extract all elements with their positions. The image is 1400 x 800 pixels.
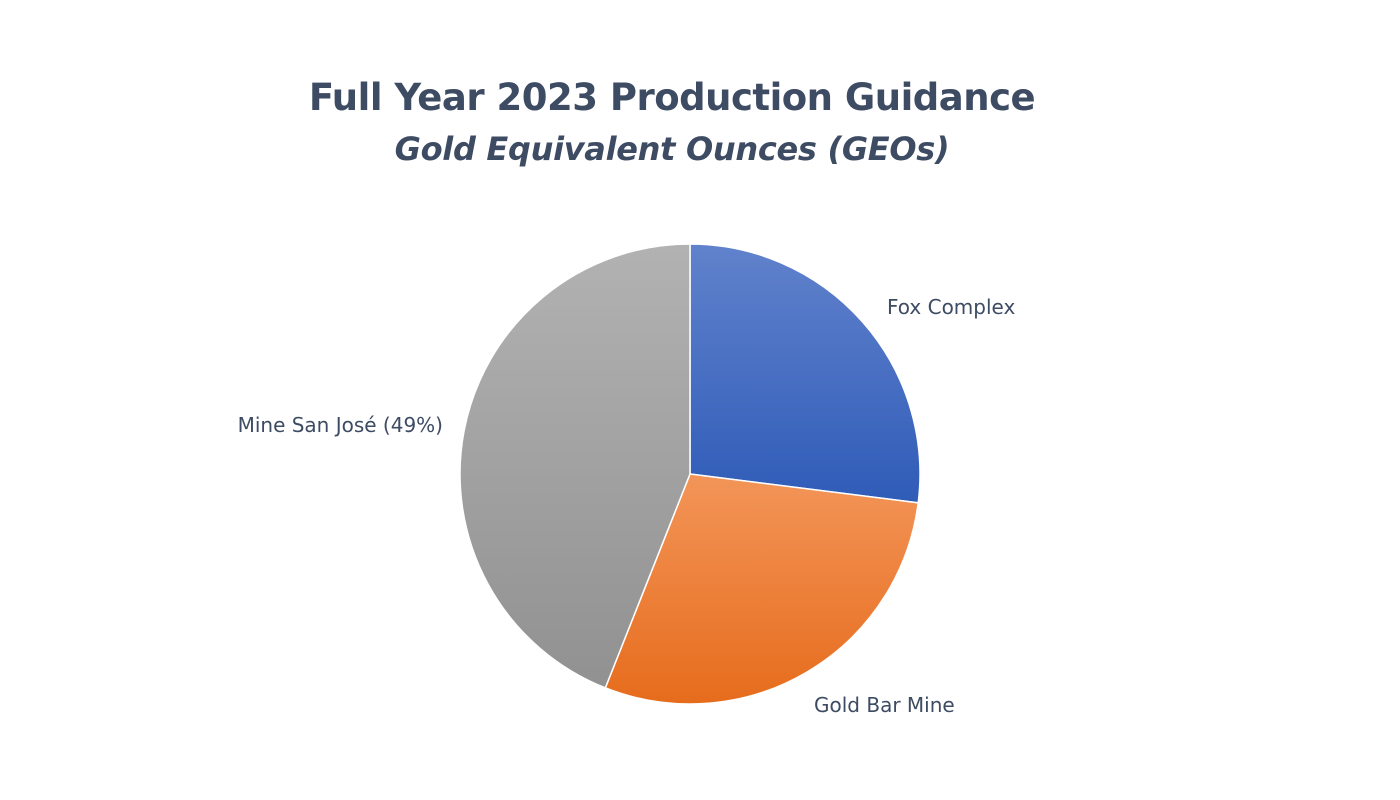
pie-label-fox-complex: Fox Complex <box>887 295 1015 319</box>
pie-slice-fox-complex <box>689 243 921 504</box>
pie-slices <box>459 243 921 705</box>
pie-labels: Fox Complex Gold Bar Mine Mine San José (4… <box>238 295 1016 717</box>
chart-subtitle: Gold Equivalent Ounces (GEOs) <box>394 130 950 168</box>
chart-title: Full Year 2023 Production Guidance <box>308 76 1036 119</box>
pie-label-mine-san-jose: Mine San José (49%) <box>238 413 443 437</box>
pie-slice-mine-san-jose <box>459 243 691 689</box>
pie-label-gold-bar-mine: Gold Bar Mine <box>814 693 955 717</box>
pie-slice-gold-bar-mine <box>604 473 920 705</box>
